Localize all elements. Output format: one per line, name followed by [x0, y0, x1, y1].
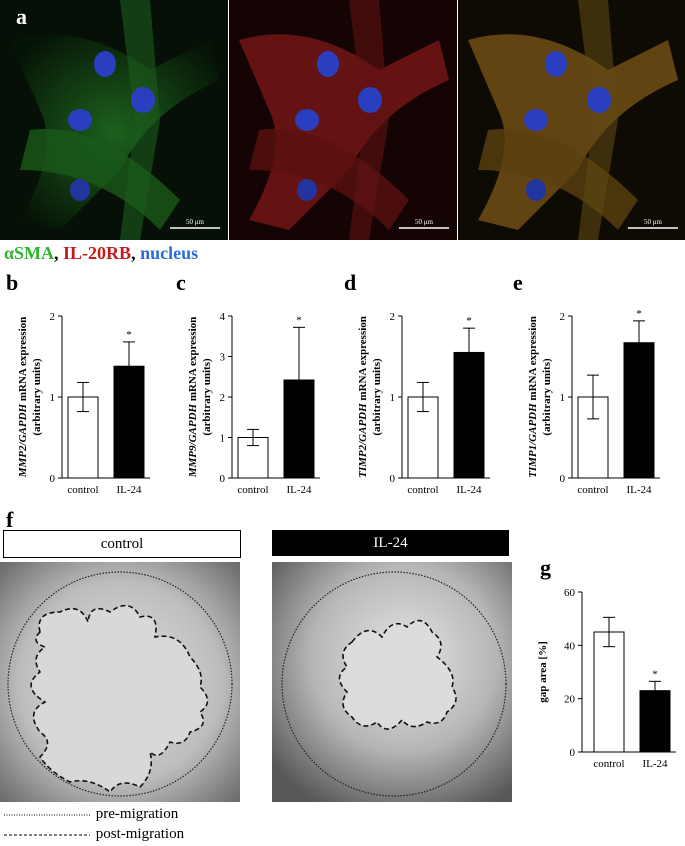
y-tick-label: 1: [220, 433, 226, 445]
header-control: control: [3, 530, 241, 558]
significance-star: *: [126, 329, 132, 341]
y-tick-label: 0: [570, 747, 576, 759]
y-tick-label: 3: [220, 352, 226, 364]
x-tick-label: control: [577, 484, 608, 496]
x-tick-label: control: [67, 484, 98, 496]
panel-label-b: b: [6, 270, 19, 295]
significance-star: *: [652, 668, 658, 680]
legend-pre-label: pre-migration: [95, 806, 179, 822]
scale-bar-label: 50 μm: [644, 218, 663, 226]
y-axis-gene: MMP9/GAPDH: [187, 403, 199, 478]
bar-il-24: [623, 342, 655, 479]
x-tick-label: control: [237, 484, 268, 496]
stain-legend: αSMA, IL-20RB, nucleus: [4, 243, 198, 264]
wound-image-il24: [272, 562, 512, 802]
y-axis-label: MMP2/GAPDH mRNA expression: [17, 317, 29, 479]
chart-timp2: 0 1 2 control * IL-24 TIMP2/GAPDH mRNA express…: [357, 311, 490, 496]
y-tick-label: 60: [564, 587, 576, 599]
y-axis-units: (arbitrary units): [31, 358, 43, 436]
x-tick-label: control: [593, 758, 624, 770]
y-tick-label: 2: [560, 311, 566, 323]
x-tick-label: IL-24: [286, 484, 312, 496]
wound-image-control: [0, 562, 240, 802]
y-axis-label-text: mRNA expression: [187, 317, 199, 404]
y-axis-gene: MMP2/GAPDH: [17, 403, 29, 478]
y-axis-units: (arbitrary units): [541, 358, 553, 436]
stain-nucleus: nucleus: [140, 243, 199, 263]
y-axis-units: (arbitrary units): [201, 358, 213, 436]
micrograph-asma: 50 μm: [0, 0, 228, 240]
stain-asma: αSMA: [4, 243, 55, 263]
chart-mmp9: 0 1 2 3 4 control * IL-24 MMP9/GAPDH mRNA expres…: [187, 311, 320, 496]
y-tick-label: 1: [560, 392, 566, 404]
stain-il20rb: IL-20RB: [63, 243, 132, 263]
bar-il-24: [283, 379, 315, 479]
legend-pre-migration: pre-migration: [4, 806, 178, 823]
y-tick-label: 0: [50, 473, 56, 485]
y-tick-label: 0: [220, 473, 226, 485]
bar-il-24: [453, 351, 485, 479]
x-tick-label: IL-24: [626, 484, 652, 496]
y-tick-label: 0: [390, 473, 396, 485]
bar-control: [593, 631, 625, 753]
micrograph-il20rb: 50 μm: [229, 0, 457, 240]
panel-label-c: c: [176, 270, 186, 295]
stain-separator: ,: [54, 243, 64, 263]
scale-bar-label: 50 μm: [415, 218, 434, 226]
y-tick-label: 4: [220, 311, 226, 323]
panel-label-g: g: [540, 555, 551, 580]
y-tick-label: 0: [560, 473, 566, 485]
panel-label-a: a: [16, 4, 27, 29]
y-axis-label: MMP9/GAPDH mRNA expression: [187, 317, 199, 479]
y-axis-label-text: mRNA expression: [527, 316, 539, 403]
legend-post-migration: post-migration: [4, 826, 184, 843]
y-tick-label: 1: [390, 392, 396, 404]
chart-timp1: 0 1 2 control * IL-24 TIMP1/GAPDH mRNA express…: [527, 308, 660, 496]
significance-star: *: [296, 314, 302, 326]
y-axis-gene: TIMP2/GAPDH: [357, 403, 369, 478]
stain-separator: ,: [131, 243, 141, 263]
y-axis-label-text: mRNA expression: [17, 317, 29, 404]
bar-il-24: [639, 690, 671, 753]
y-axis-units: (arbitrary units): [371, 358, 383, 436]
y-axis-label: TIMP1/GAPDH mRNA expression: [527, 316, 539, 478]
y-tick-label: 2: [220, 392, 226, 404]
chart-mmp2: 0 1 2 control * IL-24 MMP2/GAPDH mRNA expressi…: [17, 311, 150, 496]
legend-post-label: post-migration: [95, 826, 185, 842]
y-tick-label: 2: [390, 311, 396, 323]
y-tick-label: 20: [564, 694, 576, 706]
y-axis-label: TIMP2/GAPDH mRNA expression: [357, 316, 369, 478]
x-tick-label: IL-24: [116, 484, 142, 496]
x-tick-label: IL-24: [456, 484, 482, 496]
y-axis-label: gap area [%]: [537, 641, 549, 703]
y-tick-label: 40: [564, 640, 576, 652]
significance-star: *: [636, 308, 642, 320]
micrograph-merge: 50 μm: [458, 0, 685, 240]
chart-gap-area: 0 20 40 60 control * IL-24 gap area [%]: [537, 587, 676, 770]
bar-il-24: [113, 365, 145, 479]
y-axis-label-text: mRNA expression: [357, 316, 369, 403]
y-tick-label: 1: [50, 392, 56, 404]
panel-label-d: d: [344, 270, 357, 295]
y-axis-label-text: gap area [%]: [537, 641, 549, 703]
scale-bar-label: 50 μm: [186, 218, 205, 226]
header-il24: IL-24: [272, 530, 509, 556]
x-tick-label: IL-24: [642, 758, 668, 770]
y-axis-gene: TIMP1/GAPDH: [527, 403, 539, 478]
y-tick-label: 2: [50, 311, 56, 323]
significance-star: *: [466, 315, 472, 327]
x-tick-label: control: [407, 484, 438, 496]
panel-label-f: f: [6, 507, 14, 532]
panel-label-e: e: [513, 270, 523, 295]
